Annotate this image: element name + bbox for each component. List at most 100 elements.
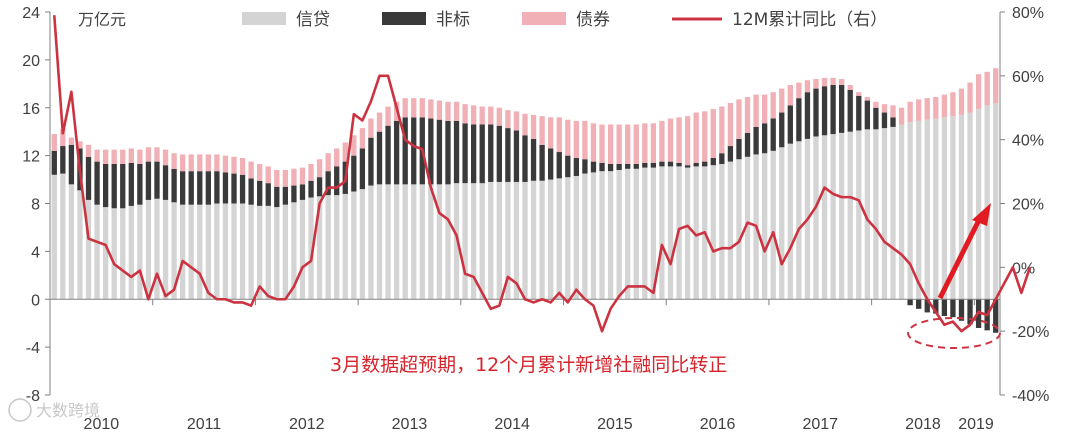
bar-zhaiquan bbox=[205, 154, 211, 172]
bar-zhaiquan bbox=[77, 141, 83, 149]
bar-xindai bbox=[145, 199, 152, 300]
bar-zhaiquan bbox=[642, 123, 648, 163]
bar-zhaiquan bbox=[325, 153, 331, 172]
bar-feibiao bbox=[282, 186, 289, 205]
bar-zhaiquan bbox=[411, 98, 417, 118]
year-label: 2018 bbox=[905, 416, 941, 433]
bar-zhaiquan bbox=[984, 71, 990, 106]
bar-feibiao bbox=[325, 171, 331, 196]
bar-xindai bbox=[582, 173, 588, 300]
bar-feibiao bbox=[385, 125, 391, 185]
bar-xindai bbox=[214, 203, 220, 300]
bar-zhaiquan bbox=[787, 85, 793, 106]
bar-xindai bbox=[505, 181, 511, 300]
bar-feibiao bbox=[804, 92, 811, 139]
bar-feibiao bbox=[616, 164, 622, 170]
left-tick-label: -4 bbox=[26, 340, 40, 357]
bar-feibiao bbox=[188, 171, 194, 205]
bar-feibiao bbox=[702, 161, 708, 167]
bar-feibiao bbox=[744, 132, 751, 157]
bar-xindai bbox=[736, 159, 742, 300]
arrow-head bbox=[972, 203, 991, 226]
bar-xindai bbox=[428, 184, 434, 300]
right-tick-label: 80% bbox=[1012, 5, 1044, 22]
right-tick-label: 40% bbox=[1012, 133, 1044, 150]
bar-feibiao bbox=[967, 299, 973, 325]
bar-xindai bbox=[719, 164, 725, 300]
bar-xindai bbox=[248, 204, 254, 300]
bar-xindai bbox=[68, 184, 75, 300]
bar-feibiao bbox=[257, 180, 263, 206]
bar-feibiao bbox=[924, 299, 930, 313]
bar-xindai bbox=[180, 204, 186, 300]
bar-xindai bbox=[308, 197, 314, 300]
bar-feibiao bbox=[299, 184, 306, 200]
bar-feibiao bbox=[162, 165, 169, 200]
bar-feibiao bbox=[753, 126, 759, 155]
bar-feibiao bbox=[856, 95, 862, 131]
bar-xindai bbox=[282, 204, 289, 300]
bar-xindai bbox=[881, 128, 888, 300]
bar-feibiao bbox=[916, 299, 922, 309]
unit-label: 万亿元 bbox=[78, 10, 126, 29]
bar-feibiao bbox=[411, 117, 417, 185]
bar-feibiao bbox=[85, 156, 92, 200]
bar-xindai bbox=[120, 208, 126, 300]
bar-zhaiquan bbox=[316, 159, 323, 178]
left-tick-label: -8 bbox=[26, 388, 40, 405]
bar-zhaiquan bbox=[847, 85, 853, 90]
bar-xindai bbox=[351, 191, 357, 300]
bar-feibiao bbox=[684, 165, 691, 168]
bar-zhaiquan bbox=[633, 124, 639, 165]
bar-series bbox=[51, 68, 999, 333]
bar-feibiao bbox=[667, 161, 674, 167]
bar-xindai bbox=[51, 174, 57, 300]
bar-zhaiquan bbox=[539, 116, 545, 145]
bar-xindai bbox=[488, 181, 494, 300]
bar-zhaiquan bbox=[582, 120, 588, 160]
bar-xindai bbox=[393, 184, 400, 300]
bar-zhaiquan bbox=[659, 120, 665, 162]
bar-xindai bbox=[77, 190, 83, 300]
right-tick-label: 60% bbox=[1012, 69, 1044, 86]
watermark-text: 大数跨境 bbox=[36, 401, 100, 420]
bar-zhaiquan bbox=[359, 128, 366, 149]
bar-zhaiquan bbox=[162, 149, 169, 166]
right-tick-label: -40% bbox=[1012, 388, 1049, 405]
bar-xindai bbox=[299, 199, 306, 300]
arrow-shaft bbox=[937, 216, 983, 300]
bar-feibiao bbox=[231, 173, 237, 204]
bar-feibiao bbox=[222, 172, 229, 204]
bar-zhaiquan bbox=[51, 134, 57, 151]
bar-zhaiquan bbox=[453, 101, 460, 121]
bar-feibiao bbox=[316, 177, 323, 197]
bar-xindai bbox=[419, 184, 425, 300]
bar-feibiao bbox=[599, 162, 605, 172]
bar-feibiao bbox=[239, 174, 246, 204]
bar-zhaiquan bbox=[813, 79, 819, 89]
bar-feibiao bbox=[359, 148, 366, 190]
bar-feibiao bbox=[796, 98, 802, 142]
bar-feibiao bbox=[890, 117, 896, 127]
bar-zhaiquan bbox=[197, 154, 203, 172]
bar-feibiao bbox=[650, 162, 657, 168]
bar-feibiao bbox=[590, 161, 597, 173]
bar-feibiao bbox=[719, 153, 725, 164]
bar-xindai bbox=[916, 120, 922, 300]
bar-xindai bbox=[761, 153, 768, 300]
bar-feibiao bbox=[154, 161, 160, 199]
bar-xindai bbox=[984, 105, 990, 300]
bar-xindai bbox=[993, 102, 999, 300]
bar-xindai bbox=[325, 195, 331, 300]
bar-feibiao bbox=[907, 299, 913, 306]
bar-zhaiquan bbox=[873, 101, 879, 108]
bar-xindai bbox=[642, 167, 648, 300]
bar-zhaiquan bbox=[265, 166, 271, 184]
bar-xindai bbox=[565, 177, 571, 300]
bar-xindai bbox=[625, 168, 631, 300]
bar-feibiao bbox=[736, 138, 742, 160]
bar-zhaiquan bbox=[299, 167, 306, 185]
bar-xindai bbox=[847, 131, 853, 300]
bar-zhaiquan bbox=[958, 88, 965, 115]
bar-xindai bbox=[821, 135, 828, 300]
